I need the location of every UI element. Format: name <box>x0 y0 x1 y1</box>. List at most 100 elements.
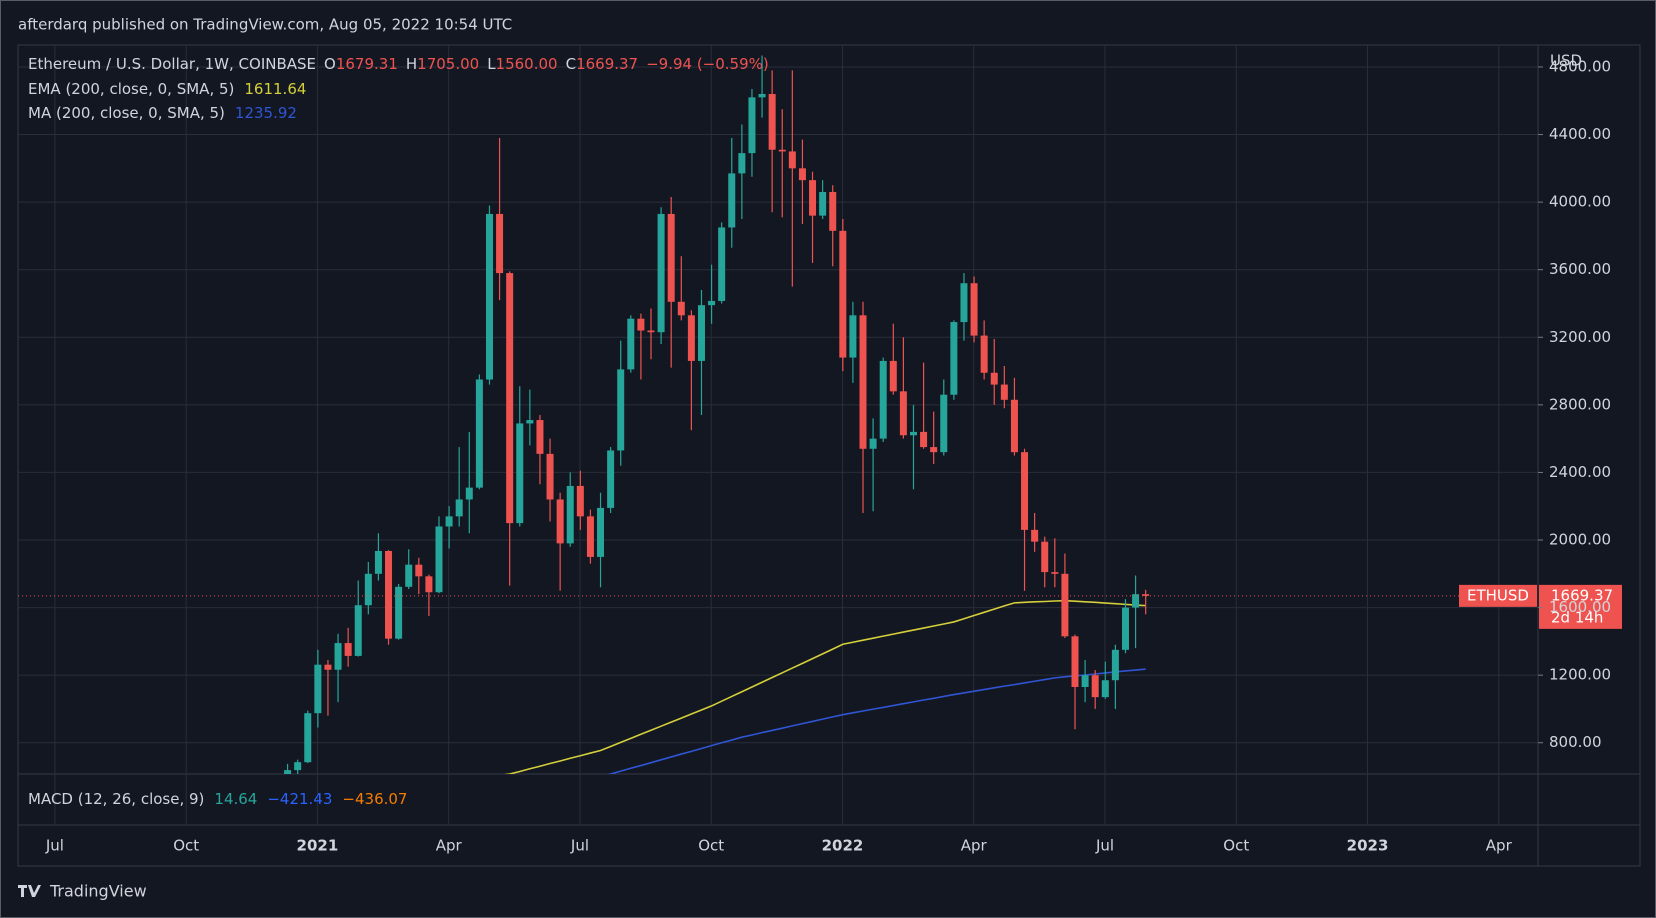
candle-body <box>485 213 493 380</box>
candle-body <box>819 191 827 216</box>
candle-body <box>1071 636 1079 687</box>
candle-body <box>284 770 292 774</box>
candle-body <box>1041 541 1049 573</box>
candle-body <box>1031 529 1039 542</box>
x-tick-label: 2021 <box>297 837 339 855</box>
x-tick-label: Oct <box>173 837 199 855</box>
x-tick-label: Apr <box>1486 837 1513 855</box>
candle-body <box>334 643 342 670</box>
candle-body <box>940 394 948 453</box>
candle-body <box>970 283 978 336</box>
candle-body <box>950 322 958 395</box>
y-tick-label: 2400.00 <box>1549 463 1611 481</box>
candle-body <box>607 450 615 508</box>
legend-line: Ethereum / U.S. Dollar, 1W, COINBASE O167… <box>28 55 769 73</box>
footer-brand: TradingView <box>18 882 147 901</box>
x-tick-label: Jul <box>45 837 64 855</box>
y-tick-label: 2000.00 <box>1549 531 1611 549</box>
candle-body <box>566 485 574 544</box>
y-tick-label: 4800.00 <box>1549 57 1611 75</box>
candle-body <box>728 173 736 228</box>
candle-body <box>1021 452 1029 530</box>
candle-body <box>395 586 403 639</box>
candle-body <box>294 762 302 771</box>
y-tick-label: 4400.00 <box>1549 125 1611 143</box>
brand-logo <box>18 885 41 897</box>
x-tick-label: Apr <box>961 837 988 855</box>
candle-body <box>879 360 887 439</box>
candle-body <box>637 318 645 331</box>
candle-body <box>899 391 907 436</box>
candle-body <box>586 516 594 557</box>
symbol-tag-bg <box>1459 584 1537 607</box>
candle-body <box>687 315 695 361</box>
y-tick-label: 1600.00 <box>1549 598 1611 616</box>
candle-body <box>1081 675 1089 687</box>
ohlc-label: L <box>487 55 496 73</box>
x-tick-label: Jul <box>1095 837 1114 855</box>
candle-body <box>708 300 716 306</box>
ohlc-value: 1560.00 <box>496 55 558 73</box>
candle-body <box>647 330 655 333</box>
ohlc-label: H <box>406 55 417 73</box>
candle-body <box>788 151 796 169</box>
legend-line: EMA (200, close, 0, SMA, 5) 1611.64 <box>28 80 306 98</box>
chart-area <box>17 44 1641 867</box>
candle-body <box>1132 594 1140 608</box>
ohlc-value: 1679.31 <box>336 55 398 73</box>
ohlc-label: O <box>324 55 336 73</box>
candle-body <box>718 227 726 301</box>
candle-body <box>435 526 443 593</box>
candle-body <box>1000 384 1008 400</box>
candle-body <box>930 447 938 453</box>
x-tick-label: Oct <box>1223 837 1249 855</box>
candle-body <box>445 516 453 527</box>
candle-body <box>990 372 998 385</box>
indicator-name: MA (200, close, 0, SMA, 5) <box>28 104 225 122</box>
candle-body <box>324 664 332 670</box>
ohlc-value: 1705.00 <box>417 55 479 73</box>
candle-body <box>667 213 675 302</box>
candle-body <box>546 453 554 500</box>
candle-body <box>697 305 705 361</box>
candle-body <box>849 315 857 358</box>
grid <box>18 45 1538 825</box>
ohlc-value: 1669.37 <box>576 55 638 73</box>
candle-body <box>576 485 584 517</box>
legend-line: MA (200, close, 0, SMA, 5) 1235.92 <box>28 104 297 122</box>
price-tag-bg <box>1539 584 1622 629</box>
countdown-tag: 2d 14h <box>1551 608 1603 626</box>
candle-body <box>506 273 514 524</box>
plot <box>284 55 1150 774</box>
candle-body <box>1091 675 1099 698</box>
candle-body <box>778 149 786 152</box>
price-tag: 1669.37 <box>1551 586 1613 604</box>
candle-body <box>304 713 312 763</box>
indicator-value: 1235.92 <box>235 104 297 122</box>
change: −9.94 (−0.59%) <box>646 55 769 73</box>
publisher-line: afterdarq published on TradingView.com, … <box>18 16 512 34</box>
candle-body <box>1061 573 1069 637</box>
candle-body <box>597 507 605 557</box>
x-tick-label: 2022 <box>822 837 864 855</box>
candle-body <box>385 550 393 639</box>
candle-body <box>798 168 806 181</box>
candle-body <box>475 379 483 488</box>
candle-body <box>869 438 877 449</box>
overlay: ETHUSD 1669.37 2d 14h Ethereum / U.S. Dolla… <box>18 55 1622 808</box>
candle-body <box>889 360 897 392</box>
candle-body <box>627 318 635 370</box>
candle-body <box>1142 594 1150 596</box>
candle-body <box>455 499 463 517</box>
candle-body <box>1111 649 1119 681</box>
macd-value: −436.07 <box>342 790 407 808</box>
ohlc-label: C <box>566 55 576 73</box>
candle-body <box>556 499 564 544</box>
y-tick-label: 3600.00 <box>1549 260 1611 278</box>
brand-name: TradingView <box>49 882 147 901</box>
candle-body <box>748 97 756 154</box>
candle-body <box>829 191 837 231</box>
candle-body <box>496 213 504 274</box>
candle-body <box>920 431 928 448</box>
candle-body <box>425 576 433 593</box>
